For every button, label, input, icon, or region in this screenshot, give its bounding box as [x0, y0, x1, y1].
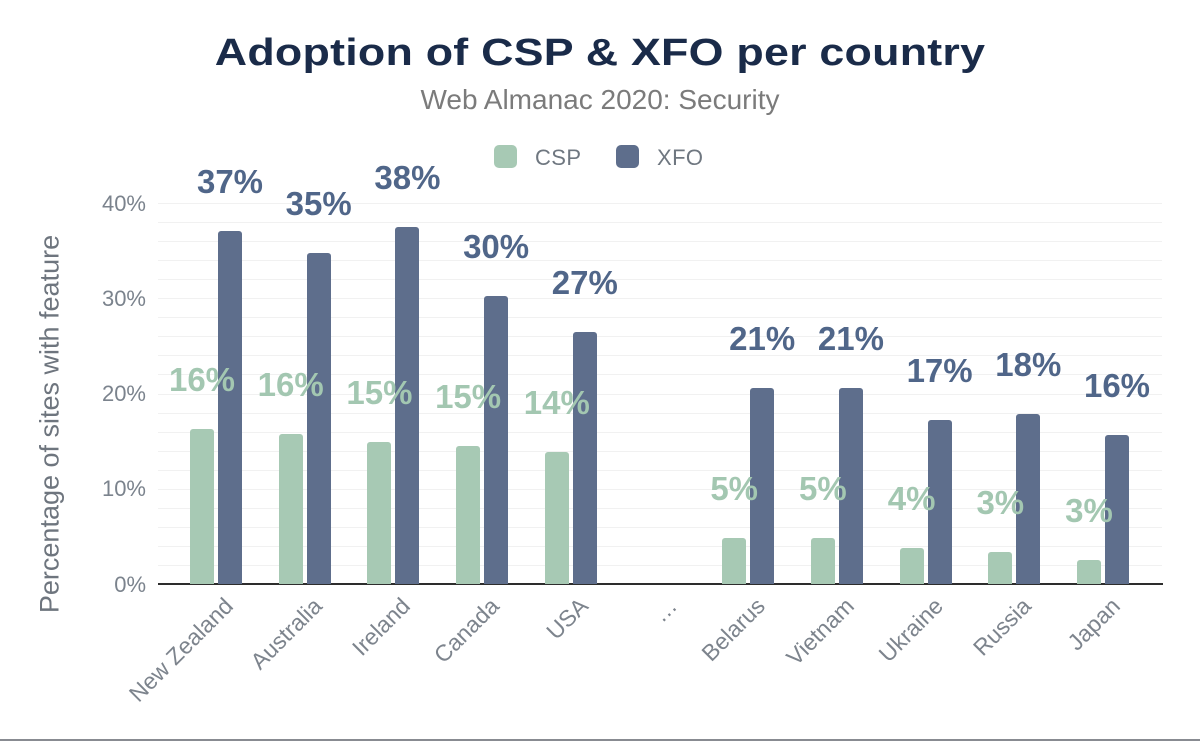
- data-label-csp-japan: 3%: [1065, 492, 1113, 530]
- gridline-6pct: [158, 526, 1162, 528]
- y-tick-20pct: 20%: [101, 381, 146, 406]
- bar-csp-vietnam[interactable]: [810, 538, 835, 584]
- bar-xfo-russia[interactable]: [1016, 414, 1041, 584]
- y-tick-0pct: 0%: [114, 571, 146, 597]
- data-label-xfo-ukraine: 17%: [906, 352, 973, 390]
- legend-swatch-xfo: [616, 144, 639, 168]
- bar-csp-usa[interactable]: [544, 451, 569, 584]
- page-bottom-rule: [0, 739, 1200, 741]
- chart-title: Adoption of CSP & XFO per country: [214, 32, 986, 74]
- legend-item-csp[interactable]: CSP: [494, 144, 589, 170]
- gridline-30pct: [158, 298, 1162, 300]
- bar-xfo-new-zealand[interactable]: [218, 230, 242, 584]
- gridline-18pct: [158, 412, 1162, 414]
- bar-csp-russia[interactable]: [988, 551, 1013, 584]
- data-label-xfo-vietnam: 21%: [817, 319, 884, 357]
- y-tick-40pct: 40%: [101, 190, 146, 216]
- gridline-24pct: [158, 355, 1162, 357]
- data-label-xfo-belarus: 21%: [729, 319, 796, 357]
- y-tick-10pct: 10%: [101, 476, 146, 502]
- bar-csp-canada[interactable]: [456, 445, 481, 584]
- bar-csp-australia[interactable]: [278, 433, 303, 584]
- bar-xfo-belarus[interactable]: [750, 387, 775, 584]
- bar-xfo-usa[interactable]: [572, 331, 597, 584]
- gridline-22pct: [158, 374, 1162, 376]
- bar-xfo-ireland[interactable]: [395, 226, 420, 584]
- bar-csp-ukraine[interactable]: [899, 547, 924, 584]
- data-label-xfo-ireland: 38%: [374, 158, 441, 196]
- legend-swatch-csp: [494, 144, 517, 168]
- bar-xfo-japan[interactable]: [1105, 435, 1129, 584]
- gridline-2pct: [158, 564, 1162, 566]
- legend-label-csp: CSP: [535, 145, 582, 170]
- bar-csp-new-zealand[interactable]: [190, 428, 214, 584]
- bar-xfo-australia[interactable]: [306, 252, 331, 584]
- gridline-4pct: [158, 545, 1162, 547]
- y-tick-30pct: 30%: [101, 285, 146, 311]
- data-label-xfo-russia: 18%: [995, 346, 1062, 384]
- bar-csp-japan[interactable]: [1077, 560, 1101, 584]
- gridline-38pct: [158, 222, 1162, 224]
- gridline-32pct: [158, 279, 1162, 281]
- legend-item-xfo[interactable]: XFO: [616, 144, 711, 170]
- data-label-xfo-canada: 30%: [463, 228, 530, 266]
- gridline-28pct: [158, 317, 1162, 319]
- chart-subtitle: Web Almanac 2020: Security: [420, 84, 780, 115]
- data-label-csp-ukraine: 4%: [887, 479, 936, 517]
- gridline-14pct: [158, 450, 1162, 452]
- gridline-20pct: [158, 393, 1162, 395]
- data-label-xfo-japan: 16%: [1083, 367, 1151, 405]
- data-label-csp-new-zealand: 16%: [168, 360, 236, 398]
- data-label-xfo-new-zealand: 37%: [196, 162, 264, 200]
- gridline-8pct: [158, 507, 1162, 509]
- legend-label-xfo: XFO: [657, 145, 704, 170]
- data-label-csp-vietnam: 5%: [799, 470, 847, 508]
- x-axis-line: [158, 583, 1163, 585]
- gridline-34pct: [158, 260, 1162, 262]
- bar-csp-ireland[interactable]: [367, 442, 392, 584]
- gridline-16pct: [158, 431, 1162, 433]
- gridline-26pct: [158, 336, 1162, 338]
- data-label-csp-belarus: 5%: [710, 470, 759, 508]
- gridline-10pct: [158, 488, 1162, 490]
- data-label-csp-australia: 16%: [257, 365, 324, 403]
- bar-csp-belarus[interactable]: [722, 538, 747, 584]
- data-label-csp-canada: 15%: [435, 377, 502, 415]
- data-label-csp-russia: 3%: [976, 483, 1025, 521]
- bar-xfo-canada[interactable]: [484, 296, 509, 584]
- gridline-40pct: [158, 203, 1162, 204]
- data-label-csp-ireland: 15%: [346, 374, 413, 412]
- data-label-xfo-usa: 27%: [551, 263, 618, 301]
- gridline-36pct: [158, 241, 1162, 243]
- bar-xfo-vietnam[interactable]: [838, 387, 863, 584]
- data-label-xfo-australia: 35%: [285, 184, 352, 222]
- bar-xfo-ukraine[interactable]: [927, 420, 952, 584]
- data-label-csp-usa: 14%: [523, 383, 590, 421]
- gridline-12pct: [158, 469, 1162, 471]
